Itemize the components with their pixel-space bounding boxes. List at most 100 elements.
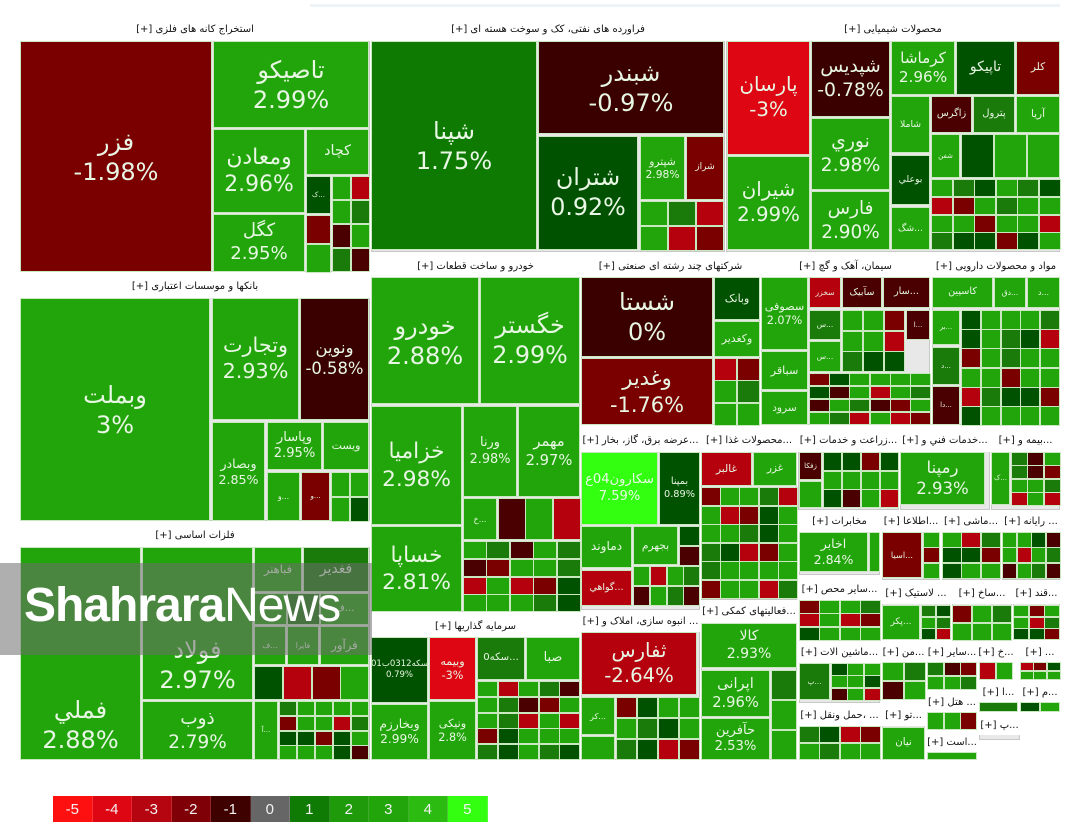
stock-tile-small[interactable] <box>809 386 830 399</box>
stock-tile[interactable]: وکغدیر <box>714 321 760 357</box>
stock-tile-small[interactable] <box>809 373 830 386</box>
stock-tile[interactable]: آریا <box>1016 96 1060 133</box>
stock-tile-small[interactable] <box>1044 628 1060 640</box>
stock-tile[interactable]: ...سار <box>883 277 930 308</box>
stock-tile[interactable]: ...آ <box>254 701 278 760</box>
stock-tile-small[interactable] <box>1017 563 1032 579</box>
stock-tile-small[interactable] <box>701 561 721 580</box>
stock-tile-small[interactable] <box>701 506 721 525</box>
stock-tile-small[interactable] <box>860 627 881 641</box>
stock-tile-small[interactable] <box>961 329 981 349</box>
stock-tile-small[interactable] <box>778 524 798 543</box>
stock-tile-small[interactable] <box>994 134 1027 178</box>
stock-tile-small[interactable] <box>771 700 797 730</box>
stock-tile-small[interactable] <box>1039 179 1061 197</box>
sector-header[interactable]: ...بیمه و [+] <box>991 428 1060 452</box>
stock-tile[interactable]: شبندر -0.97% <box>538 41 724 134</box>
stock-tile-small[interactable] <box>981 532 1001 548</box>
stock-tile-small[interactable] <box>351 701 369 716</box>
sector-header[interactable]: مخابرات [+] <box>799 510 880 532</box>
stock-tile-small[interactable] <box>287 593 320 625</box>
stock-tile[interactable]: تاصیکو 2.99% <box>213 41 369 128</box>
stock-tile-small[interactable] <box>974 215 996 233</box>
stock-tile-small[interactable] <box>1046 563 1061 579</box>
stock-tile-small[interactable] <box>923 532 940 548</box>
stock-tile-small[interactable] <box>849 386 870 399</box>
stock-tile-small[interactable] <box>861 471 880 490</box>
stock-tile-small[interactable] <box>637 697 658 718</box>
stock-tile-small[interactable] <box>944 676 961 690</box>
stock-tile-small[interactable] <box>667 586 684 606</box>
sector-header[interactable]: ... ،حمل ونقل [+] <box>799 705 880 726</box>
stock-tile-small[interactable] <box>701 580 721 599</box>
stock-tile-small[interactable] <box>960 712 977 730</box>
stock-tile-small[interactable] <box>737 380 760 403</box>
stock-tile[interactable]: کرماشا 2.96% <box>891 41 955 95</box>
stock-tile-small[interactable] <box>539 728 560 744</box>
stock-tile-small[interactable] <box>539 713 560 729</box>
stock-tile[interactable]: کالا 2.93% <box>701 623 797 668</box>
stock-tile-small[interactable] <box>771 670 797 700</box>
stock-tile-small[interactable] <box>1044 492 1061 506</box>
stock-tile-small[interactable] <box>981 329 1001 349</box>
stock-tile-small[interactable] <box>333 745 351 760</box>
stock-tile-small[interactable] <box>840 613 861 627</box>
stock-tile-small[interactable] <box>809 412 830 425</box>
sector-header[interactable]: ...ساخ [+] <box>952 582 1012 604</box>
stock-tile-small[interactable] <box>720 580 740 599</box>
stock-tile-small[interactable] <box>1047 671 1061 680</box>
sector-header[interactable]: ... هتل [+] <box>927 692 977 712</box>
stock-tile[interactable]: کگل 2.95% <box>213 214 305 272</box>
stock-tile-small[interactable] <box>297 731 315 746</box>
stock-tile-small[interactable] <box>1001 348 1021 368</box>
stock-tile-small[interactable] <box>944 712 961 730</box>
stock-tile[interactable]: خزامیا 2.98% <box>371 406 462 525</box>
stock-tile-small[interactable] <box>351 716 369 731</box>
stock-tile-small[interactable] <box>1013 628 1029 640</box>
stock-tile-small[interactable] <box>559 744 580 760</box>
stock-tile-small[interactable] <box>350 497 369 522</box>
stock-tile[interactable]: ...بر <box>932 310 960 345</box>
stock-tile-small[interactable] <box>882 662 904 681</box>
stock-tile-small[interactable] <box>799 481 822 508</box>
stock-tile[interactable]: ...دق <box>994 277 1026 308</box>
stock-tile-small[interactable] <box>921 628 936 640</box>
stock-tile-small[interactable] <box>510 577 534 595</box>
stock-tile[interactable]: غزر <box>753 452 797 486</box>
stock-tile-small[interactable] <box>1020 329 1040 349</box>
stock-tile-small[interactable] <box>306 244 331 273</box>
stock-tile-small[interactable] <box>679 718 700 739</box>
stock-tile-small[interactable] <box>340 666 369 700</box>
stock-tile-small[interactable] <box>332 176 351 200</box>
stock-tile-small[interactable] <box>297 745 315 760</box>
stock-tile-small[interactable] <box>315 701 333 716</box>
stock-tile-small[interactable] <box>679 739 700 760</box>
sector-header[interactable]: فراورده های نفتی، کک و سوخت هسته ای [+] <box>371 18 725 41</box>
stock-tile-small[interactable] <box>942 532 962 548</box>
stock-tile[interactable]: فزر -1.98% <box>20 41 212 272</box>
stock-tile[interactable]: شفن <box>931 134 960 178</box>
stock-tile-small[interactable] <box>981 310 1001 330</box>
sector-header[interactable]: استخراج کانه های فلزی [+] <box>20 18 370 41</box>
sector-header[interactable]: ...تو [+] <box>882 705 925 726</box>
stock-tile-small[interactable] <box>1027 492 1044 506</box>
stock-tile[interactable]: ...پکر <box>882 605 920 640</box>
stock-tile[interactable]: دماوند <box>581 526 632 568</box>
stock-tile-small[interactable] <box>315 731 333 746</box>
stock-tile[interactable]: فملي 2.88% <box>20 547 141 760</box>
stock-tile-small[interactable] <box>849 399 870 412</box>
sector-header[interactable]: ...سایر محص [+] <box>799 578 880 600</box>
stock-tile[interactable]: نوري 2.98% <box>811 118 890 190</box>
stock-tile-small[interactable] <box>559 681 580 697</box>
stock-tile-small[interactable] <box>667 566 684 586</box>
stock-tile-small[interactable] <box>819 743 840 760</box>
stock-tile-small[interactable] <box>539 697 560 713</box>
stock-tile-small[interactable] <box>979 662 996 680</box>
stock-tile-small[interactable] <box>714 358 737 381</box>
stock-tile[interactable]: تاپیکو <box>956 41 1015 95</box>
stock-tile-small[interactable] <box>942 547 962 563</box>
stock-tile-small[interactable] <box>498 498 526 540</box>
stock-tile[interactable]: سرود <box>761 391 808 425</box>
stock-tile-small[interactable] <box>714 380 737 403</box>
stock-tile-small[interactable] <box>637 739 658 760</box>
